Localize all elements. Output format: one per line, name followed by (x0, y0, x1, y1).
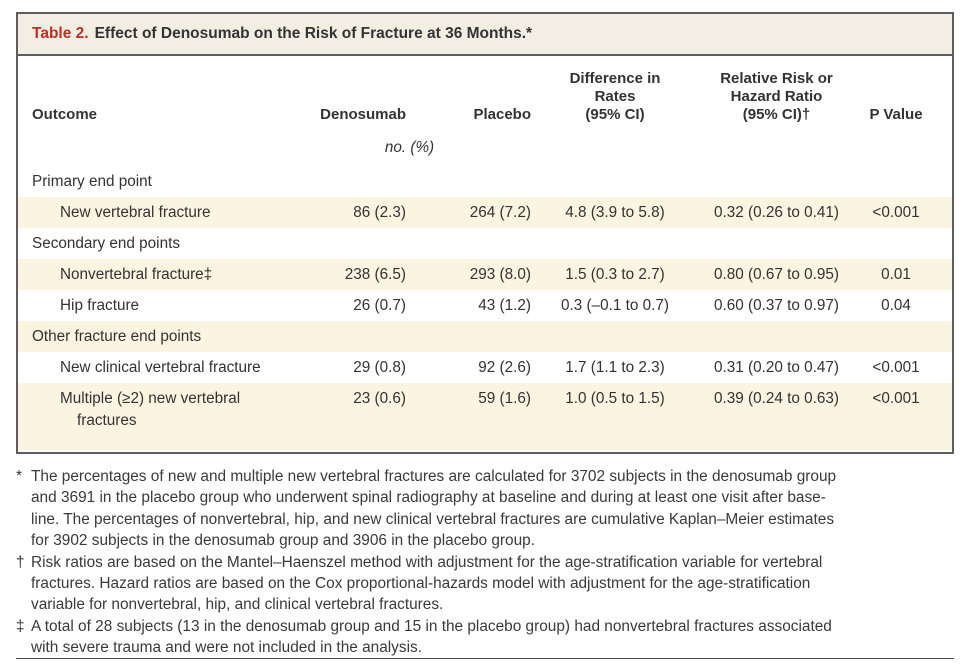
footnote-dagger: † Risk ratios are based on the Mantel–Ha… (16, 552, 954, 616)
cell-outcome: Nonvertebral fracture‡ (60, 266, 213, 283)
cell-outcome: New vertebral fracture (60, 204, 211, 221)
table-title-text: Effect of Denosumab on the Risk of Fract… (94, 25, 533, 42)
cell-p-value (854, 321, 952, 352)
col-header-denosumab: Denosumab (320, 106, 406, 123)
table-header-row: Outcome Denosumab Placebo Difference in … (18, 56, 952, 132)
row-new-vertebral-fracture: New vertebral fracture 86 (2.3) 264 (7.2… (18, 197, 952, 228)
cell-difference (531, 166, 699, 197)
cell-relative-risk (699, 321, 854, 352)
cell-denosumab: 29 (0.8) (353, 359, 406, 376)
cell-relative-risk: 0.60 (0.37 to 0.97) (713, 297, 839, 314)
footnote-marker: ‡ (16, 617, 25, 635)
cell-placebo (406, 228, 531, 259)
col-header-relative-risk: Relative Risk or Hazard Ratio (95% CI)† (720, 70, 833, 123)
cell-denosumab: 26 (0.7) (353, 297, 406, 314)
cell-outcome: Secondary end points (32, 235, 180, 252)
cell-p-value: 0.04 (881, 297, 911, 314)
cell-relative-risk (699, 166, 854, 197)
cell-difference: 4.8 (3.9 to 5.8) (565, 204, 665, 221)
row-multiple-new-vertebral-fractures: Multiple (≥2) new vertebral fractures 23… (18, 383, 952, 450)
cell-p-value: <0.001 (872, 204, 920, 221)
row-primary-end-point: Primary end point (18, 166, 952, 197)
cell-p-value: <0.001 (872, 390, 920, 407)
cell-difference (531, 228, 699, 259)
units-note: no. (%) (384, 139, 435, 156)
cell-p-value: <0.001 (872, 359, 920, 376)
cell-p-value (854, 166, 952, 197)
cell-denosumab: 23 (0.6) (353, 390, 406, 407)
cell-p-value (854, 228, 952, 259)
row-nonvertebral-fracture: Nonvertebral fracture‡ 238 (6.5) 293 (8.… (18, 259, 952, 290)
table-title-bar: Table 2. Effect of Denosumab on the Risk… (18, 14, 952, 56)
col-header-placebo: Placebo (473, 106, 531, 123)
cell-outcome: Multiple (≥2) new vertebral fractures (60, 390, 241, 429)
cell-denosumab (288, 228, 406, 259)
units-row: no. (%) (18, 132, 952, 166)
footnote-double-dagger: ‡ A total of 28 subjects (13 in the deno… (16, 616, 954, 659)
cell-p-value: 0.01 (881, 266, 911, 283)
footnote-text: A total of 28 subjects (13 in the denosu… (31, 617, 832, 657)
cell-relative-risk: 0.31 (0.20 to 0.47) (713, 359, 839, 376)
cell-outcome: New clinical vertebral fracture (60, 359, 261, 376)
row-other-fracture-end-points: Other fracture end points (18, 321, 952, 352)
cell-outcome: Primary end point (32, 173, 152, 190)
footnote-marker: † (16, 553, 25, 571)
cell-outcome: Hip fracture (60, 297, 140, 314)
cell-difference: 1.5 (0.3 to 2.7) (565, 266, 665, 283)
cell-placebo (406, 321, 531, 352)
cell-placebo: 43 (1.2) (478, 297, 531, 314)
cell-denosumab (288, 166, 406, 197)
cell-outcome: Other fracture end points (32, 328, 202, 345)
cell-relative-risk: 0.32 (0.26 to 0.41) (713, 204, 839, 221)
row-new-clinical-vertebral-fracture: New clinical vertebral fracture 29 (0.8)… (18, 352, 952, 383)
cell-placebo: 92 (2.6) (478, 359, 531, 376)
footnotes: * The percentages of new and multiple ne… (16, 466, 954, 659)
footnote-text: The percentages of new and multiple new … (31, 468, 837, 550)
footnote-asterisk: * The percentages of new and multiple ne… (16, 466, 954, 552)
col-header-outcome: Outcome (32, 106, 98, 123)
row-secondary-end-points: Secondary end points (18, 228, 952, 259)
cell-denosumab (288, 321, 406, 352)
cell-denosumab: 86 (2.3) (353, 204, 406, 221)
cell-placebo: 59 (1.6) (478, 390, 531, 407)
cell-denosumab: 238 (6.5) (344, 266, 406, 283)
col-header-p-value: P Value (869, 106, 923, 123)
cell-relative-risk: 0.80 (0.67 to 0.95) (713, 266, 839, 283)
cell-relative-risk: 0.39 (0.24 to 0.63) (713, 390, 839, 407)
footnote-marker: * (16, 468, 22, 485)
cell-difference: 0.3 (–0.1 to 0.7) (561, 297, 669, 314)
cell-difference: 1.7 (1.1 to 2.3) (565, 359, 665, 376)
table-number-label: Table 2. (32, 25, 89, 42)
col-header-difference: Difference in Rates (95% CI) (569, 70, 661, 123)
cell-difference (531, 321, 699, 352)
table2-panel: Table 2. Effect of Denosumab on the Risk… (16, 12, 954, 454)
bottom-rule (16, 658, 954, 659)
footnote-text: Risk ratios are based on the Mantel–Haen… (31, 553, 823, 614)
cell-relative-risk (699, 228, 854, 259)
cell-difference: 1.0 (0.5 to 1.5) (565, 390, 665, 407)
row-hip-fracture: Hip fracture 26 (0.7) 43 (1.2) 0.3 (–0.1… (18, 290, 952, 321)
cell-placebo: 293 (8.0) (469, 266, 531, 283)
cell-placebo (406, 166, 531, 197)
cell-placebo: 264 (7.2) (469, 204, 531, 221)
